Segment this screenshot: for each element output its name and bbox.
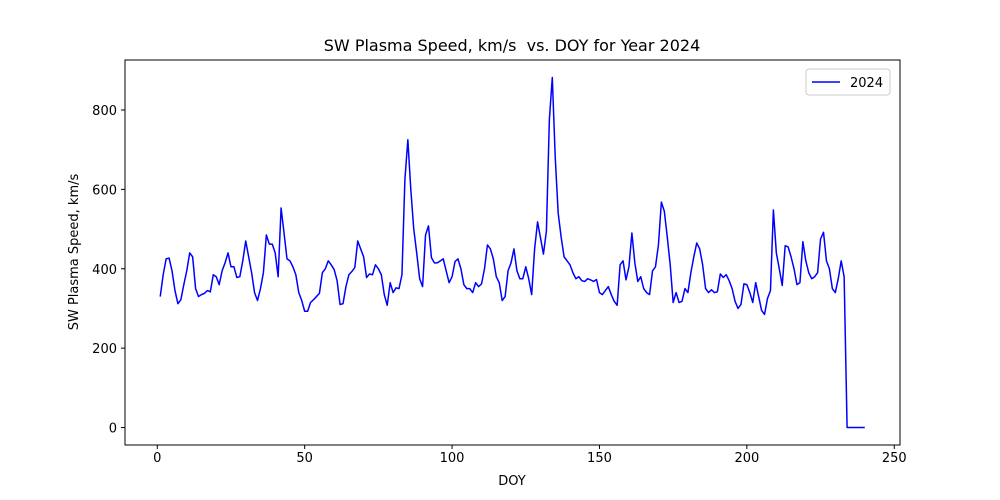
y-tick-label: 800: [92, 104, 117, 119]
x-tick-label: 150: [587, 451, 612, 466]
legend-label: 2024: [850, 76, 883, 91]
x-tick-label: 250: [882, 451, 907, 466]
legend-box: [805, 68, 891, 96]
y-tick-label: 400: [92, 263, 117, 278]
chart-title: SW Plasma Speed, km/s vs. DOY for Year 2…: [324, 36, 701, 55]
x-tick-label: 50: [296, 451, 313, 466]
y-tick-label: 200: [92, 342, 117, 357]
y-tick-label: 600: [92, 183, 117, 198]
x-tick-label: 200: [734, 451, 759, 466]
y-axis-label: SW Plasma Speed, km/s: [67, 174, 82, 331]
x-tick-label: 0: [153, 451, 161, 466]
y-tick-label: 0: [109, 422, 117, 437]
x-axis-label: DOY: [498, 474, 526, 489]
data-line: [159, 76, 865, 429]
x-tick-label: 100: [440, 451, 465, 466]
plot-frame: [124, 59, 901, 446]
